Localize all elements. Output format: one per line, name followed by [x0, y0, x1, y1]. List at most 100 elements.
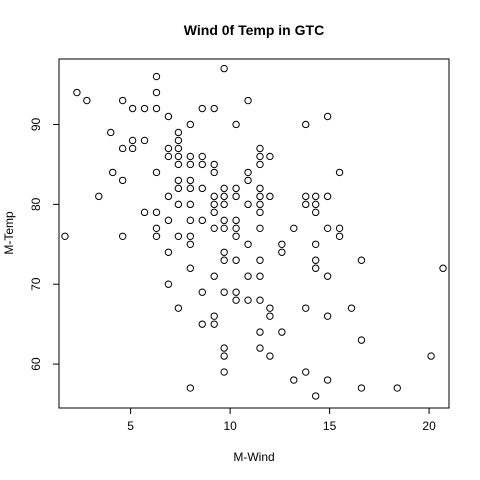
data-points [61, 64, 447, 400]
data-point [186, 152, 195, 161]
data-point [323, 192, 332, 201]
data-point [220, 224, 228, 233]
data-point [186, 384, 195, 392]
data-point [256, 224, 264, 233]
data-point [152, 224, 161, 233]
data-point [118, 96, 127, 105]
data-point [186, 200, 195, 209]
y-tick-label: 60 [29, 357, 43, 371]
data-point [244, 272, 252, 280]
data-point [198, 104, 206, 113]
data-point [210, 192, 218, 201]
data-point [232, 296, 240, 304]
data-point [323, 312, 332, 320]
data-point [232, 184, 240, 193]
data-point [220, 352, 228, 360]
data-point [186, 240, 195, 248]
data-point [186, 232, 195, 240]
data-point [174, 200, 183, 209]
data-point [302, 368, 310, 376]
data-point [152, 168, 161, 177]
data-point [256, 200, 264, 209]
data-point [266, 304, 274, 312]
data-point [256, 256, 264, 264]
x-tick-label: 20 [422, 419, 436, 433]
data-point [152, 104, 161, 113]
x-axis: 5 10 15 20 [127, 408, 436, 433]
data-point [95, 192, 103, 201]
data-point [311, 208, 320, 217]
data-point [186, 120, 195, 129]
data-point [220, 64, 228, 73]
x-tick-label: 5 [127, 419, 134, 433]
data-point [220, 192, 228, 201]
data-point [311, 264, 320, 272]
data-point [302, 120, 310, 129]
chart-title: Wind 0f Temp in GTC [184, 22, 324, 38]
data-point [210, 320, 218, 328]
data-point [302, 192, 310, 201]
data-point [232, 120, 240, 129]
data-point [128, 136, 137, 145]
data-point [220, 288, 228, 296]
data-point [210, 200, 218, 209]
data-point [73, 88, 81, 97]
data-point [256, 344, 264, 352]
data-point [256, 208, 264, 217]
x-tick-label: 10 [223, 419, 237, 433]
data-point [220, 256, 228, 264]
data-point [357, 336, 366, 344]
data-point [256, 152, 264, 161]
data-point [232, 224, 240, 233]
data-point [244, 200, 252, 209]
data-point [439, 264, 447, 272]
data-point [302, 304, 310, 312]
data-point [323, 112, 332, 121]
data-point [220, 184, 228, 193]
data-point [152, 88, 161, 97]
data-point [210, 272, 218, 280]
data-point [266, 152, 274, 161]
data-point [174, 232, 183, 240]
data-point [323, 272, 332, 280]
data-point [118, 176, 127, 185]
data-point [61, 232, 69, 240]
data-point [290, 224, 298, 233]
data-point [118, 232, 127, 240]
data-point [335, 168, 344, 177]
data-point [152, 208, 161, 217]
data-point [128, 144, 137, 153]
data-point [256, 192, 264, 201]
data-point [323, 224, 332, 233]
data-point [232, 256, 240, 264]
data-point [232, 232, 240, 240]
data-point [232, 192, 240, 201]
data-point [107, 128, 115, 137]
data-point [266, 312, 274, 320]
data-point [335, 232, 344, 240]
data-point [311, 192, 320, 201]
data-point [256, 160, 264, 169]
data-point [210, 168, 218, 177]
data-point [198, 216, 206, 225]
data-point [290, 376, 298, 384]
data-point [109, 168, 117, 177]
data-point [220, 216, 228, 225]
data-point [347, 304, 356, 312]
data-point [210, 160, 218, 169]
data-point [220, 344, 228, 352]
data-point [357, 384, 366, 392]
data-point [278, 248, 286, 256]
data-point [220, 200, 228, 209]
data-point [278, 328, 286, 336]
data-point [186, 176, 195, 185]
data-point [164, 216, 173, 225]
data-point [323, 376, 332, 384]
data-point [140, 104, 149, 113]
data-point [164, 144, 173, 153]
data-point [278, 240, 286, 248]
data-point [198, 152, 206, 161]
data-point [244, 296, 252, 304]
data-point [186, 184, 195, 193]
data-point [210, 208, 218, 217]
